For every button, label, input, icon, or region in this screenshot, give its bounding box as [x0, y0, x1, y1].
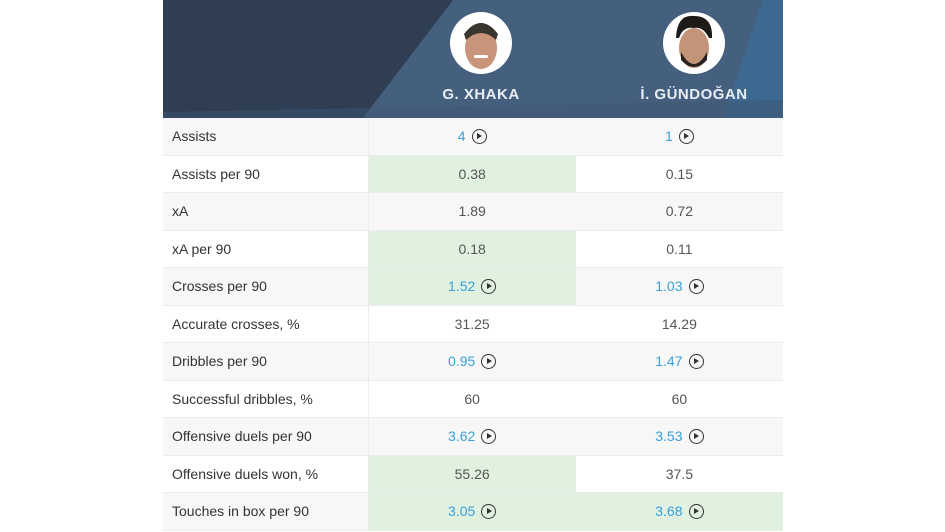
stat-value-p1: 1.89 [369, 193, 576, 230]
player-name: İ. GÜNDOĞAN [640, 86, 748, 103]
stat-number[interactable]: 3.53 [655, 428, 683, 445]
stat-number: 0.11 [666, 240, 693, 257]
stat-row: Offensive duels per 90 3.62 3.53 [163, 418, 783, 456]
stat-number[interactable]: 1.47 [655, 353, 683, 370]
stat-label: Offensive duels won, % [163, 455, 369, 492]
stat-label: xA per 90 [163, 230, 369, 267]
stat-number[interactable]: 3.05 [448, 503, 476, 520]
play-video-icon[interactable] [481, 353, 497, 369]
stat-number[interactable]: 4 [457, 128, 466, 145]
stat-value-p2: 0.15 [576, 156, 783, 193]
stat-value-p2: 14.29 [576, 306, 783, 343]
play-video-icon[interactable] [688, 503, 704, 519]
stat-number: 37.5 [665, 465, 693, 482]
stat-number[interactable]: 3.68 [655, 503, 683, 520]
stat-value-p1: 0.18 [368, 230, 576, 267]
stat-value-p1[interactable]: 3.62 [369, 418, 576, 455]
play-video-icon[interactable] [688, 278, 704, 294]
play-video-icon[interactable] [471, 128, 487, 144]
stat-number: 0.38 [458, 165, 486, 182]
comparison-header: G. XHAKA İ. GÜNDOĞAN [163, 0, 783, 118]
stat-row: Assists 4 1 [163, 118, 783, 156]
stat-value-p1: 55.26 [368, 455, 576, 492]
stat-label: Accurate crosses, % [163, 305, 369, 342]
stat-number: 1.89 [458, 203, 486, 220]
stat-number[interactable]: 0.95 [448, 353, 476, 370]
stat-value-p2: 60 [576, 381, 783, 418]
play-video-icon[interactable] [678, 128, 694, 144]
player-column-header-2[interactable]: İ. GÜNDOĞAN [614, 12, 774, 103]
stat-label: Crosses per 90 [163, 268, 369, 305]
stat-value-p1[interactable]: 3.05 [368, 493, 576, 530]
stat-label: Dribbles per 90 [163, 343, 369, 380]
stat-row: Dribbles per 90 0.95 1.47 [163, 343, 783, 381]
stat-value-p2: 0.11 [576, 231, 783, 268]
stat-number[interactable]: 1.52 [448, 278, 476, 295]
stat-row: Offensive duels won, % 55.26 37.5 [163, 455, 783, 493]
stat-row: Successful dribbles, % 60 60 [163, 380, 783, 418]
stat-number: 60 [464, 390, 480, 407]
stat-label: Assists [163, 118, 369, 155]
stat-value-p1[interactable]: 4 [369, 118, 576, 155]
stat-value-p1: 0.38 [368, 155, 576, 192]
play-video-icon[interactable] [481, 428, 497, 444]
stat-value-p2: 0.72 [576, 193, 783, 230]
player-avatar [663, 12, 725, 74]
play-video-icon[interactable] [688, 428, 704, 444]
play-video-icon[interactable] [481, 503, 497, 519]
player-name: G. XHAKA [442, 86, 520, 103]
stat-value-p1[interactable]: 0.95 [369, 343, 576, 380]
player-column-header-1[interactable]: G. XHAKA [401, 12, 561, 103]
stat-number: 0.15 [665, 165, 693, 182]
stat-value-p1: 31.25 [369, 306, 576, 343]
stat-value-p2[interactable]: 1 [576, 118, 783, 155]
stat-row: Assists per 90 0.38 0.15 [163, 155, 783, 193]
stat-label: Successful dribbles, % [163, 380, 369, 417]
play-video-icon[interactable] [481, 278, 497, 294]
stat-row: Touches in box per 90 3.05 3.68 [163, 493, 783, 531]
stat-number[interactable]: 3.62 [448, 428, 476, 445]
stat-label: xA [163, 193, 369, 230]
stat-number[interactable]: 1 [664, 128, 673, 145]
stat-number: 55.26 [454, 465, 490, 482]
play-video-icon[interactable] [688, 353, 704, 369]
stat-label: Offensive duels per 90 [163, 418, 369, 455]
stat-number: 31.25 [454, 315, 490, 332]
stat-value-p1: 60 [369, 381, 576, 418]
player-avatar [450, 12, 512, 74]
stat-value-p2: 37.5 [576, 456, 783, 493]
stat-value-p2[interactable]: 3.68 [575, 493, 783, 530]
stat-value-p1[interactable]: 1.52 [368, 268, 576, 305]
stat-label: Assists per 90 [163, 155, 369, 192]
stat-value-p2[interactable]: 1.47 [576, 343, 783, 380]
stat-value-p2[interactable]: 1.03 [576, 268, 783, 305]
stat-number: 14.29 [661, 315, 697, 332]
stats-table: Assists 4 1 Assists per 90 0.38 0.15 xA 1.89 0.7… [163, 118, 783, 531]
player-photo-icon [464, 23, 498, 69]
stat-row: Crosses per 90 1.52 1.03 [163, 268, 783, 306]
stat-number[interactable]: 1.03 [655, 278, 683, 295]
stat-number: 0.72 [665, 203, 693, 220]
stat-value-p2[interactable]: 3.53 [576, 418, 783, 455]
stat-row: xA 1.89 0.72 [163, 193, 783, 231]
stat-number: 60 [671, 390, 688, 407]
stat-label: Touches in box per 90 [163, 493, 369, 530]
player-photo-icon [676, 15, 713, 68]
player-comparison-panel: G. XHAKA İ. GÜNDOĞAN Assists 4 1 Assists pe… [163, 0, 783, 532]
stat-row: Accurate crosses, % 31.25 14.29 [163, 305, 783, 343]
stat-row: xA per 90 0.18 0.11 [163, 230, 783, 268]
stat-number: 0.18 [458, 240, 486, 257]
